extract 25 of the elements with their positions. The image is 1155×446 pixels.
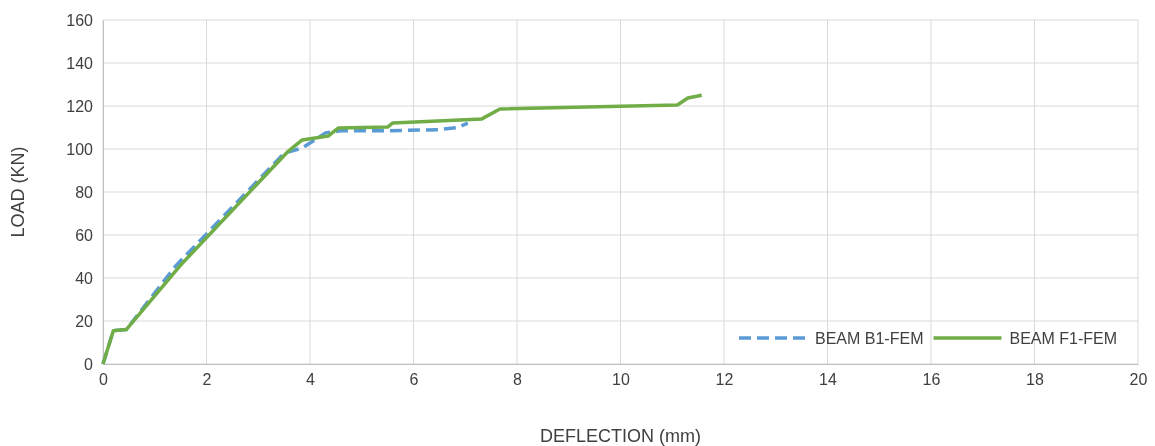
x-tick-label: 4 xyxy=(306,371,316,389)
x-tick-label: 2 xyxy=(202,371,212,389)
x-tick-label: 14 xyxy=(819,371,837,389)
y-axis-title: LOAD (KN) xyxy=(8,146,28,238)
x-tick-label: 12 xyxy=(715,371,734,389)
x-tick-label: 6 xyxy=(409,371,419,389)
legend-label: BEAM B1-FEM xyxy=(815,330,924,347)
y-tick-label: 120 xyxy=(66,97,94,115)
x-tick-label: 0 xyxy=(99,371,109,389)
x-axis-title: DEFLECTION (mm) xyxy=(540,426,701,446)
y-tick-label: 160 xyxy=(66,11,94,29)
x-tick-label: 20 xyxy=(1129,371,1148,389)
y-tick-label: 100 xyxy=(66,140,94,158)
x-tick-label: 8 xyxy=(513,371,523,389)
y-tick-label: 0 xyxy=(84,355,94,373)
x-tick-label: 18 xyxy=(1026,371,1044,389)
y-tick-label: 80 xyxy=(75,183,94,201)
y-tick-label: 140 xyxy=(66,54,94,72)
x-tick-label: 10 xyxy=(612,371,630,389)
y-tick-label: 40 xyxy=(75,269,94,287)
legend-label: BEAM F1-FEM xyxy=(1009,330,1118,347)
y-tick-label: 60 xyxy=(75,226,94,244)
y-tick-label: 20 xyxy=(75,312,94,330)
line-series xyxy=(101,93,704,366)
x-tick-label: 16 xyxy=(922,371,941,389)
